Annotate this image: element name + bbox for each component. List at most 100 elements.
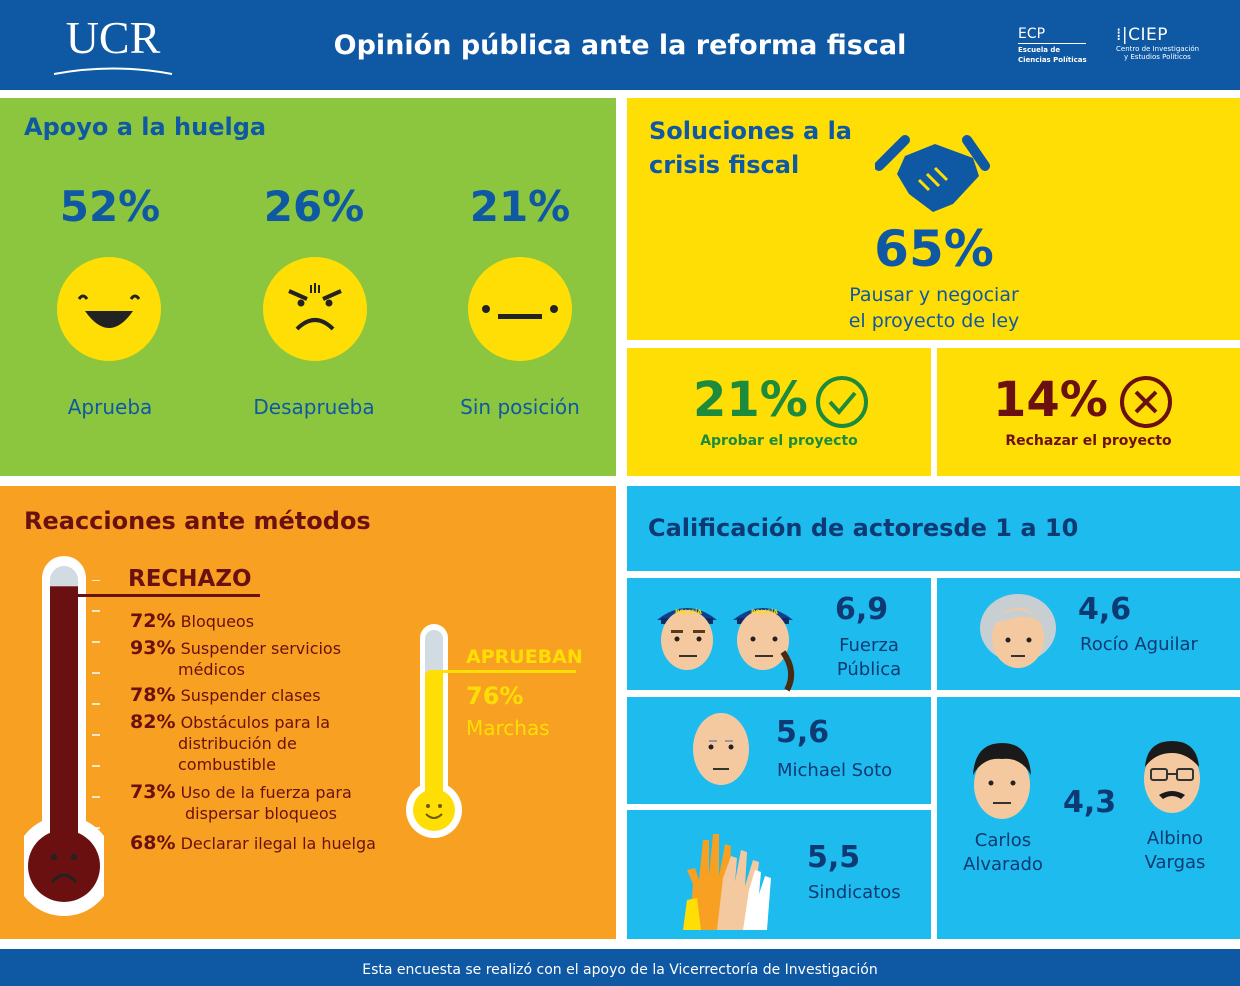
- aprueban-label: APRUEBAN: [466, 646, 583, 668]
- rechazo-item-text: Suspender clases: [180, 686, 321, 705]
- ecp-logo: ECP Escuela de Ciencias Políticas: [1018, 26, 1090, 64]
- fuerza-name-line2: Pública: [836, 659, 902, 680]
- thermometer-aprueban-icon: [406, 624, 462, 838]
- ciep-abbr-text: CIEP: [1128, 25, 1169, 45]
- soto-name: Michael Soto: [777, 760, 893, 781]
- soluciones-main-line1: Pausar y negociar: [849, 284, 1019, 306]
- ecp-abbr: ECP: [1018, 26, 1086, 44]
- panel-calificacion-title: Calificación de actoresde 1 a 10: [627, 486, 1240, 571]
- panel-apoyo-huelga: Apoyo a la huelga 52% 26% 21% Aprueba De…: [0, 98, 616, 476]
- rechazo-item-ilegal: 68% Declarar ilegal la huelga: [130, 833, 376, 854]
- rechazo-item-text: Declarar ilegal la huelga: [180, 834, 376, 853]
- aprueban-item: Marchas: [466, 716, 550, 740]
- rechazo-item-text: Bloqueos: [180, 612, 255, 631]
- police-officers-icon: POLICÍA POLICÍA: [657, 608, 795, 692]
- ucr-logo-swoosh: [53, 67, 173, 75]
- rechazar-pct: 14%: [993, 372, 1108, 428]
- fuerza-name-line1: Fuerza: [839, 635, 899, 656]
- alvarado-vargas-score: 4,3: [1063, 785, 1117, 820]
- handshake-icon: [875, 135, 990, 212]
- rocio-name: Rocío Aguilar: [1080, 634, 1198, 655]
- ciep-line1: Centro de Investigación: [1116, 45, 1200, 53]
- thermometer-ticks: [92, 580, 100, 829]
- huelga-label-aprueba: Aprueba: [67, 395, 153, 419]
- check-circle-icon: [816, 376, 868, 428]
- carlos-name-line2: Alvarado: [963, 854, 1043, 875]
- rechazo-item-text-2: dispersar bloqueos: [185, 804, 337, 823]
- aprueban-level-fill: [425, 672, 443, 808]
- thermometer-rechazo-icon: [24, 556, 104, 916]
- reacciones-title: Reacciones ante métodos: [24, 507, 371, 535]
- huelga-title: Apoyo a la huelga: [24, 113, 267, 141]
- rocio-score: 4,6: [1078, 592, 1132, 627]
- albino-name-line1: Albino: [1146, 828, 1204, 849]
- happy-face-icon: [57, 257, 161, 361]
- rechazo-item-text-3: combustible: [178, 755, 276, 774]
- panel-aprobar-proyecto: 21% Aprobar el proyecto: [627, 348, 931, 476]
- albino-vargas-portrait-icon: [1144, 741, 1200, 813]
- ucr-logo-text: UCR: [65, 12, 161, 63]
- panel-soluciones: Soluciones a la crisis fiscal 65% Pausar…: [627, 98, 1240, 340]
- rechazo-item-pct: 73%: [130, 781, 176, 803]
- ucr-logo: UCR: [52, 12, 174, 75]
- ecp-line1: Escuela de: [1018, 46, 1061, 54]
- rechazo-item-text-2: médicos: [178, 660, 245, 679]
- fuerza-score: 6,9: [835, 592, 889, 627]
- rechazar-label: Rechazar el proyecto: [1005, 433, 1172, 449]
- huelga-pct-aprueba: 52%: [59, 182, 161, 231]
- soluciones-title-line2: crisis fiscal: [649, 151, 800, 179]
- footer-bar: [0, 949, 1240, 986]
- ecp-line2: Ciencias Políticas: [1018, 56, 1087, 64]
- albino-vargas-name: Albino Vargas: [1115, 827, 1235, 875]
- angry-face-icon: [263, 257, 367, 361]
- rocio-aguilar-portrait-icon: [980, 594, 1056, 668]
- ciep-mark-icon: ⁞|: [1116, 25, 1129, 45]
- rechazo-label: RECHAZO: [128, 566, 252, 592]
- panel-rechazar-proyecto: 14% Rechazar el proyecto: [937, 348, 1240, 476]
- soluciones-title: Soluciones a la crisis fiscal: [649, 114, 852, 182]
- aprueban-pct: 76%: [466, 682, 524, 710]
- michael-soto-portrait-icon: [693, 713, 749, 785]
- rechazo-item-fuerza: 73% Uso de la fuerza para dispersar bloq…: [130, 782, 352, 824]
- soto-score: 5,6: [776, 715, 830, 750]
- carlos-alvarado-name: Carlos Alvarado: [943, 829, 1063, 877]
- carlos-name-line1: Carlos: [974, 830, 1032, 851]
- sindicatos-score: 5,5: [807, 840, 861, 875]
- soluciones-main-pct: 65%: [874, 220, 994, 278]
- rechazo-item-text: Uso de la fuerza para: [180, 783, 352, 802]
- police-cap-label-1: POLICÍA: [675, 608, 702, 616]
- soluciones-main-label: Pausar y negociar el proyecto de ley: [807, 282, 1061, 334]
- header-bar: [0, 0, 1240, 90]
- rechazo-item-pct: 78%: [130, 684, 176, 706]
- huelga-pct-sin-posicion: 21%: [469, 182, 571, 231]
- soluciones-title-line1: Soluciones a la: [649, 117, 853, 145]
- panel-actor-rocio-aguilar: 4,6 Rocío Aguilar: [937, 578, 1240, 690]
- rechazo-item-combustible: 82% Obstáculos para la distribución de c…: [130, 712, 330, 775]
- ciep-abbr: ⁞|CIEP: [1116, 25, 1216, 45]
- rechazo-item-pct: 72%: [130, 610, 176, 632]
- sindicatos-name: Sindicatos: [808, 882, 901, 903]
- rechazo-level-fill: [50, 586, 78, 856]
- panel-actor-alvarado-vargas: 4,3 Carlos Alvarado Albino Vargas: [937, 697, 1240, 939]
- police-cap-label-2: POLICÍA: [751, 608, 778, 616]
- rechazo-item-text: Obstáculos para la: [180, 713, 331, 732]
- ciep-logo: ⁞|CIEP Centro de Investigación y Estudio…: [1116, 25, 1216, 61]
- panel-actor-michael-soto: 5,6 Michael Soto: [627, 697, 931, 804]
- aprobar-label: Aprobar el proyecto: [700, 433, 858, 449]
- ciep-line2: y Estudios Políticos: [1124, 53, 1191, 61]
- rechazo-item-pct: 68%: [130, 832, 176, 854]
- panel-actor-fuerza-publica: POLICÍA POLICÍA 6,9 Fuerza Pública: [627, 578, 931, 692]
- raised-hands-icon: [683, 834, 771, 930]
- albino-name-line2: Vargas: [1144, 852, 1206, 873]
- calificacion-title: Calificación de actoresde 1 a 10: [648, 514, 1079, 542]
- rechazo-item-bloqueos: 72% Bloqueos: [130, 611, 254, 632]
- carlos-alvarado-portrait-icon: [973, 743, 1031, 819]
- rechazo-item-clases: 78% Suspender clases: [130, 685, 321, 706]
- rechazo-item-servicios: 93% Suspender servicios médicos: [130, 638, 341, 680]
- footer-text: Esta encuesta se realizó con el apoyo de…: [362, 962, 878, 978]
- neutral-face-icon: [468, 257, 572, 361]
- panel-reacciones: Reacciones ante métodos RECHAZO 72% Bloq…: [0, 486, 616, 939]
- huelga-label-desaprueba: Desaprueba: [253, 395, 375, 419]
- aprueban-pointer-line: [428, 670, 576, 673]
- huelga-pct-desaprueba: 26%: [263, 182, 365, 231]
